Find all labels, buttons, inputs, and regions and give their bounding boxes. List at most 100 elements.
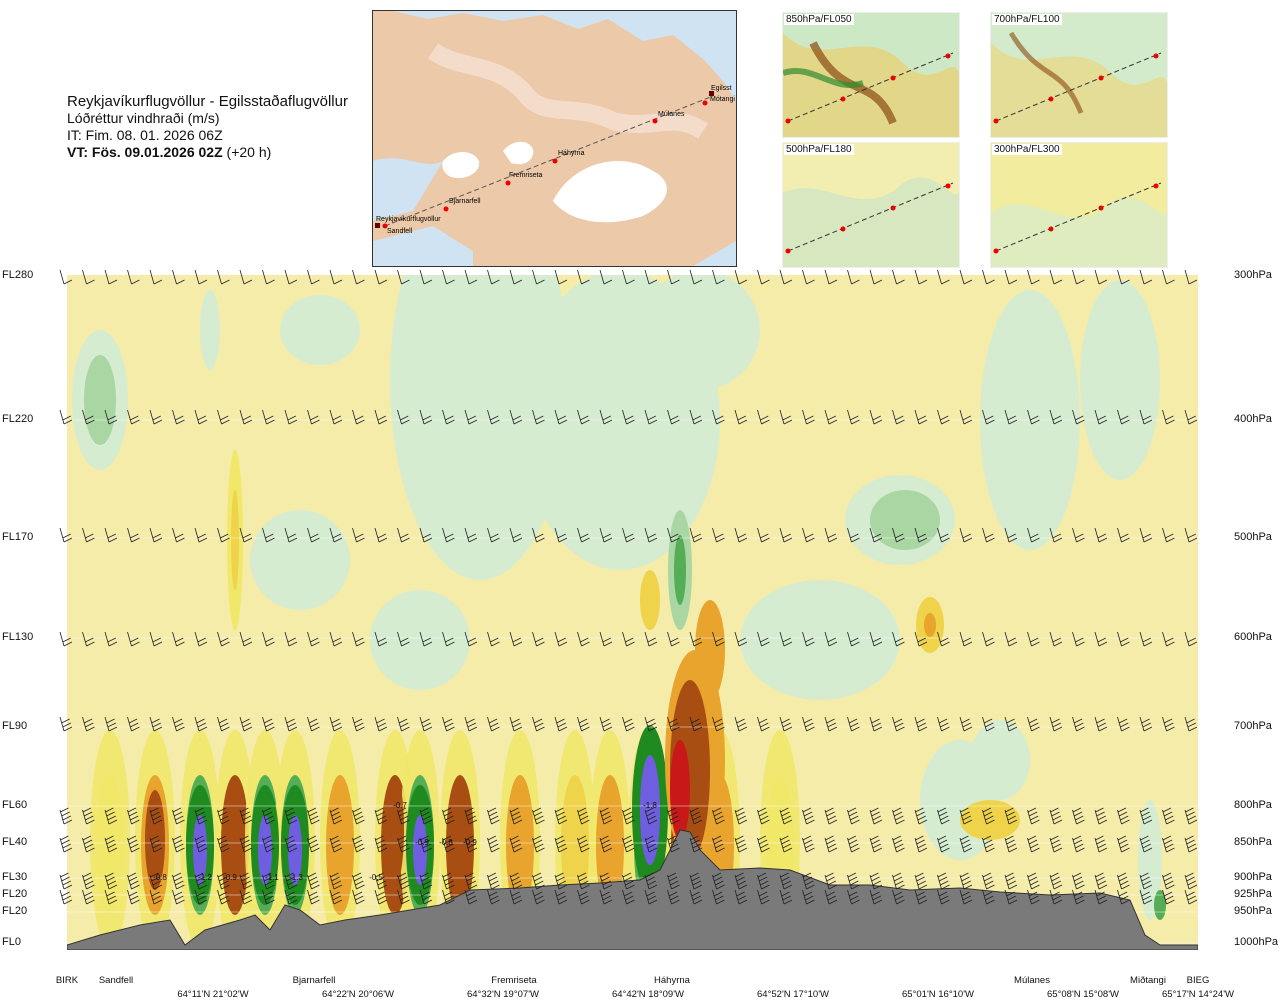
wind-barb-273 [464,807,478,825]
wind-barb-450 [1004,889,1018,905]
wind-barb-330 [599,835,613,853]
wind-barb-118 [419,527,433,543]
wind-barb-83 [779,409,793,425]
wind-barb-233 [712,716,725,732]
wind-barb-175 [554,631,568,647]
wind-barb-176 [577,631,590,647]
inset-500hpa: 500hPa/FL180 [782,142,960,268]
col-6-b [326,775,354,915]
wind-barb-278 [577,807,590,825]
wind-barb-429 [532,889,545,905]
route-map: Egilsst Mótangi Múlanes Háhyrna Fremrise… [372,10,737,267]
wind-barb-62 [307,409,320,425]
field-b [84,355,116,445]
wind-barb-155 [104,631,118,647]
wind-barb-448 [959,889,973,905]
wind-barb-204 [59,716,73,732]
wind-barb-418 [284,889,298,905]
wind-barb-239 [847,716,860,732]
wind-barb-264 [262,807,275,825]
wind-barb-121 [487,527,500,543]
wind-barb-286 [757,807,770,825]
wind-barb-69 [464,409,478,425]
wind-barb-38 [914,269,928,285]
annotation-10: -1.8 [643,801,657,810]
wind-barb-438 [734,889,748,905]
wind-barb-68 [442,409,455,425]
col-9-b [446,775,474,915]
level-left-6: FL40 [2,836,28,848]
wind-barb-331 [622,835,635,853]
wind-barb-360 [127,872,140,890]
wind-barb-394 [892,872,905,890]
wind-barb-153 [59,631,73,647]
inset-700hpa-graphic [991,13,1167,137]
wind-barb-320 [374,835,388,853]
wind-barb-102 [59,527,73,543]
wind-barb-271 [419,807,433,825]
wind-barb-40 [959,269,973,285]
wind-barb-77 [644,409,658,425]
wind-barb-268 [352,807,365,825]
wind-barb-221 [442,716,455,732]
inset-500hpa-graphic [783,143,959,267]
wind-barb-174 [532,631,545,647]
wind-barb-70 [487,409,500,425]
wind-barb-82 [757,409,770,425]
wind-barb-173 [509,631,523,647]
wind-barb-225 [532,716,545,732]
wind-barb-206 [104,716,118,732]
annotation-2: -0.9 [223,873,237,882]
x-coord-1: 64°22'N 20°06'W [322,989,394,1000]
wind-barb-303 [1139,807,1153,825]
wind-barb-336 [734,835,748,853]
wind-barb-275 [509,807,523,825]
wind-barb-274 [487,807,500,825]
wind-barb-130 [689,527,703,543]
wind-barb-408 [59,889,73,905]
wind-barb-343 [892,835,905,853]
wind-barb-445 [892,889,905,905]
wind-barb-217 [352,716,365,732]
wind-barb-235 [757,716,770,732]
wind-barb-45 [1072,269,1085,285]
wind-barb-107 [172,527,185,543]
wind-barb-103 [82,527,95,543]
wind-barb-296 [982,807,995,825]
level-left-5: FL60 [2,799,28,811]
field-e [390,275,570,580]
wind-barb-132 [734,527,748,543]
map-label-hahyrna: Háhyrna [558,150,585,157]
x-name-1: Sandfell [98,975,134,986]
wind-barb-119 [442,527,455,543]
wind-barb-128 [644,527,658,543]
wind-barb-410 [104,889,118,905]
wind-barb-136 [824,527,838,543]
wind-barb-187 [824,631,838,647]
wind-barb-186 [802,631,815,647]
wind-barb-372 [397,872,410,890]
level-left-8: FL20 [2,888,28,900]
wind-barb-238 [824,716,838,732]
map-label-bjarnarfell: Bjarnarfell [449,198,481,205]
wind-barb-412 [149,889,163,905]
wind-barb-382 [622,872,635,890]
wind-barb-318 [329,835,343,853]
wind-barb-215 [307,716,320,732]
wind-barb-81 [734,409,748,425]
wind-barb-426 [464,889,478,905]
wind-barb-363 [194,872,208,890]
wind-barb-150 [1139,527,1153,543]
wind-barb-327 [532,835,545,853]
wind-barb-170 [442,631,455,647]
wind-barb-422 [374,889,388,905]
wind-barb-374 [442,872,455,890]
wind-barb-267 [329,807,343,825]
g-3-b [413,815,427,885]
wind-barb-203 [1184,631,1198,647]
wind-barb-352 [1094,835,1108,853]
wind-barb-237 [802,716,815,732]
wind-barb-345 [937,835,950,853]
wind-barb-79 [689,409,703,425]
wind-barb-20 [509,269,523,285]
